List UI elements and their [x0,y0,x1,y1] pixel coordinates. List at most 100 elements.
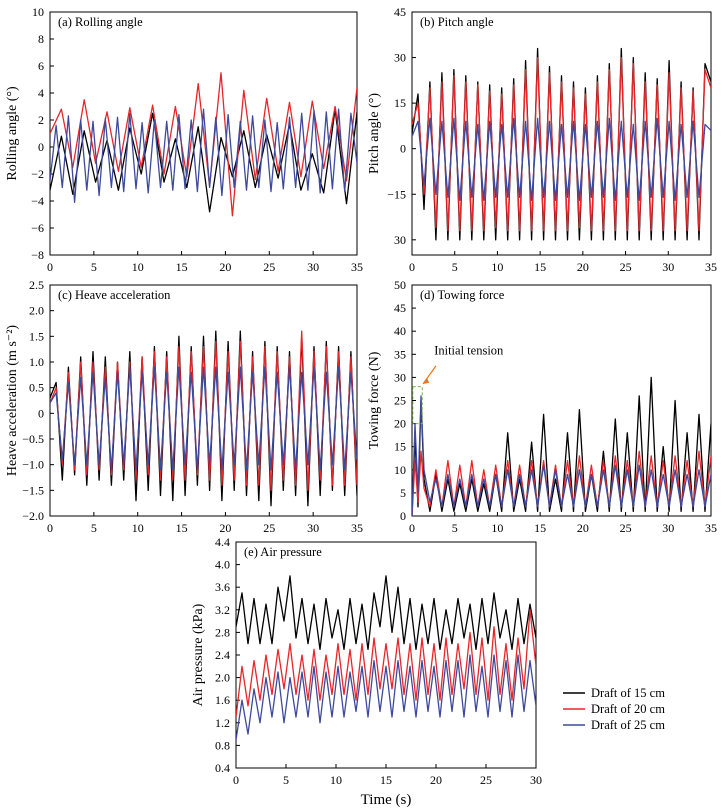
y-tick-label: 3.6 [215,580,230,594]
x-tick-label: 10 [330,773,342,787]
series-line-d-2 [412,450,711,516]
panel-title: (e) Air pressure [244,545,322,559]
y-axis-label: Heave acceleration (m s⁻²) [5,325,20,476]
y-tick-label: 10 [32,5,44,19]
x-tick-label: 20 [219,260,231,274]
x-tick-label: 35 [351,521,363,535]
y-tick-label: 3.2 [215,603,230,617]
y-tick-label: 4.0 [215,558,230,572]
panel-d: 0 5 10 15 20 25 30 35 0 5 10 15 20 25 30 35 40 45 50 (d) To… [367,278,717,535]
y-tick-label: −2.0 [22,509,44,523]
y-tick-label: −4 [31,194,44,208]
x-tick-label: 25 [263,260,275,274]
y-tick-label: −1.5 [22,483,44,497]
plot-frame-c [49,284,358,517]
series-group-a [50,72,357,217]
y-tick-label: −0.5 [22,432,44,446]
y-tick-label: 4.4 [215,535,230,549]
y-tick-label: 30 [394,51,406,65]
x-tick-label: 15 [534,521,546,535]
y-tick-label: 4 [38,86,44,100]
series-line-a-3 [50,108,357,203]
x-tick-label: 10 [132,521,144,535]
series-group-b [412,47,711,241]
x-tick-label: 5 [283,773,289,787]
panel-c: 0 5 10 15 20 25 30 35 −2.0 −1.5 −1.0 −0.5 0 0.5 1.0 1.5… [5,278,363,535]
annotation-label: Initial tension [434,343,504,357]
x-tick-label: 30 [307,521,319,535]
y-tick-label: 20 [394,417,406,431]
x-tick-label: 10 [491,260,503,274]
x-tick-label: 20 [577,521,589,535]
legend: Draft of 15 cm Draft of 20 cm Draft of 25 … [563,686,665,732]
y-tick-label: 0 [400,142,406,156]
panel-title: (a) Rolling angle [58,15,143,29]
x-tick-label: 30 [662,260,674,274]
legend-label: Draft of 25 cm [591,718,665,732]
x-tick-label: 5 [91,521,97,535]
x-tick-label: 5 [91,260,97,274]
panel-b: 0 5 10 15 20 25 30 35 30 −15 0 15 30 45 (b) Pitch angl… [367,5,717,274]
x-tick-label: 15 [380,773,392,787]
series-group-c [50,330,357,507]
x-tick-label: 0 [47,260,53,274]
y-tick-label: 5 [400,486,406,500]
y-tick-label: 1.6 [215,693,230,707]
y-tick-label: 2.8 [215,625,230,639]
y-tick-label: 50 [394,278,406,292]
y-tick-label: 0.5 [29,381,44,395]
x-tick-label: 0 [409,521,415,535]
y-tick-label: 2.0 [29,304,44,318]
y-tick-label: −15 [387,187,406,201]
x-tick-label: 15 [176,521,188,535]
y-tick-label: 0 [400,509,406,523]
annotation-arrowhead [423,377,430,384]
y-tick-label: −2 [31,167,44,181]
x-tick-label: 15 [534,260,546,274]
y-tick-label: 6 [38,59,44,73]
y-tick-label: 0 [38,406,44,420]
series-group-e [236,575,536,740]
y-tick-label: 1.0 [29,355,44,369]
x-tick-label: 20 [430,773,442,787]
y-tick-label: 0.4 [215,761,230,775]
y-tick-label: 10 [394,463,406,477]
y-tick-label: 2.4 [215,648,230,662]
legend-label: Draft of 20 cm [591,702,665,716]
x-tick-label: 5 [452,521,458,535]
y-tick-label: 0.8 [215,738,230,752]
y-axis-label: Air pressure (kPa) [191,603,206,706]
panel-title: (c) Heave acceleration [58,288,171,302]
x-tick-label: 25 [620,260,632,274]
x-tick-label: 20 [219,521,231,535]
chart-panels: 0 5 10 15 20 25 30 35 −8 −6 −4 −2 0 2 4 6 8 10 (a) Rolling… [5,5,717,808]
y-tick-label: 2.0 [215,671,230,685]
panel-title: (b) Pitch angle [420,15,494,29]
x-tick-label: 30 [530,773,542,787]
panel-e: 0 5 10 15 20 25 30 0.4 0.8 1.2 1.6 2.0 2.4 2.8 3.2 3.6 4… [191,535,542,808]
x-tick-label: 0 [409,260,415,274]
y-tick-label: 35 [394,347,406,361]
y-tick-label: 2.5 [29,278,44,292]
x-tick-label: 0 [233,773,239,787]
x-tick-label: 25 [620,521,632,535]
legend-label: Draft of 15 cm [591,686,665,700]
panel-a: 0 5 10 15 20 25 30 35 −8 −6 −4 −2 0 2 4 6 8 10 (a) Rolling… [5,5,363,274]
y-axis-label: Rolling angle (°) [5,86,20,181]
x-tick-label: 10 [491,521,503,535]
series-line-e-2 [236,609,536,718]
x-tick-label: 20 [577,260,589,274]
y-tick-label: −1.0 [22,458,44,472]
x-tick-label: 15 [176,260,188,274]
x-tick-label: 25 [480,773,492,787]
x-axis-label: Time (s) [361,792,412,808]
y-tick-label: 45 [394,301,406,315]
x-tick-label: 0 [47,521,53,535]
y-tick-label: 30 [394,370,406,384]
x-tick-label: 35 [705,521,717,535]
x-tick-label: 10 [132,260,144,274]
y-tick-label: 1.5 [29,329,44,343]
x-tick-label: 5 [452,260,458,274]
x-tick-label: 30 [307,260,319,274]
